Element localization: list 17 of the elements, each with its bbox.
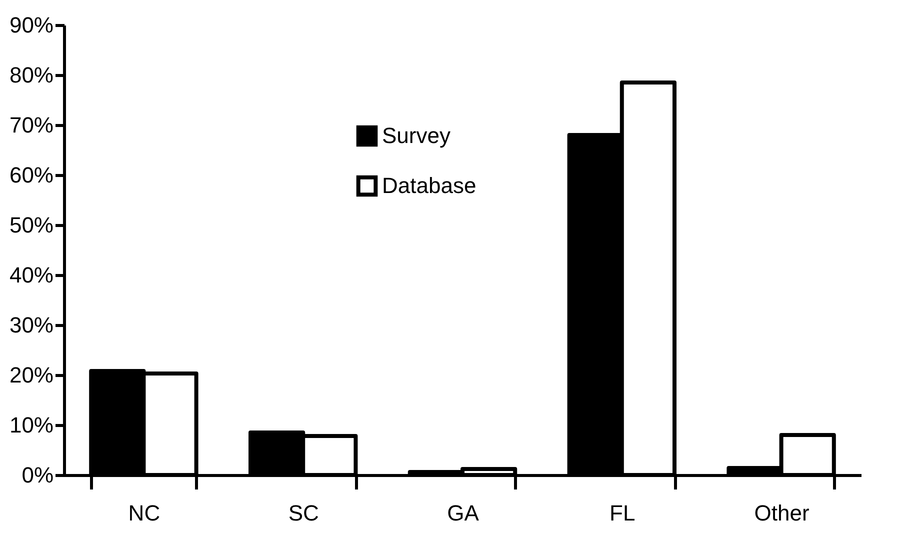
y-tick-label: 40%: [9, 262, 54, 288]
y-tick-label: 30%: [9, 312, 54, 338]
y-tick-label: 60%: [9, 162, 54, 188]
y-tick-label: 20%: [9, 362, 54, 388]
legend-label: Survey: [382, 123, 450, 148]
y-tick-label: 70%: [9, 112, 54, 138]
legend-label: Database: [382, 173, 476, 198]
x-tick-label: NC: [128, 500, 160, 526]
y-tick-label: 80%: [9, 62, 54, 88]
y-tick-label: 90%: [9, 12, 54, 38]
y-tick-label: 0%: [22, 462, 54, 488]
y-tick-label: 10%: [9, 412, 54, 438]
x-tick-label: GA: [447, 500, 480, 526]
x-tick-label: FL: [610, 500, 636, 526]
x-tick-label: Other: [754, 500, 810, 526]
y-tick-label: 50%: [9, 212, 54, 238]
x-tick-label: SC: [288, 500, 319, 526]
